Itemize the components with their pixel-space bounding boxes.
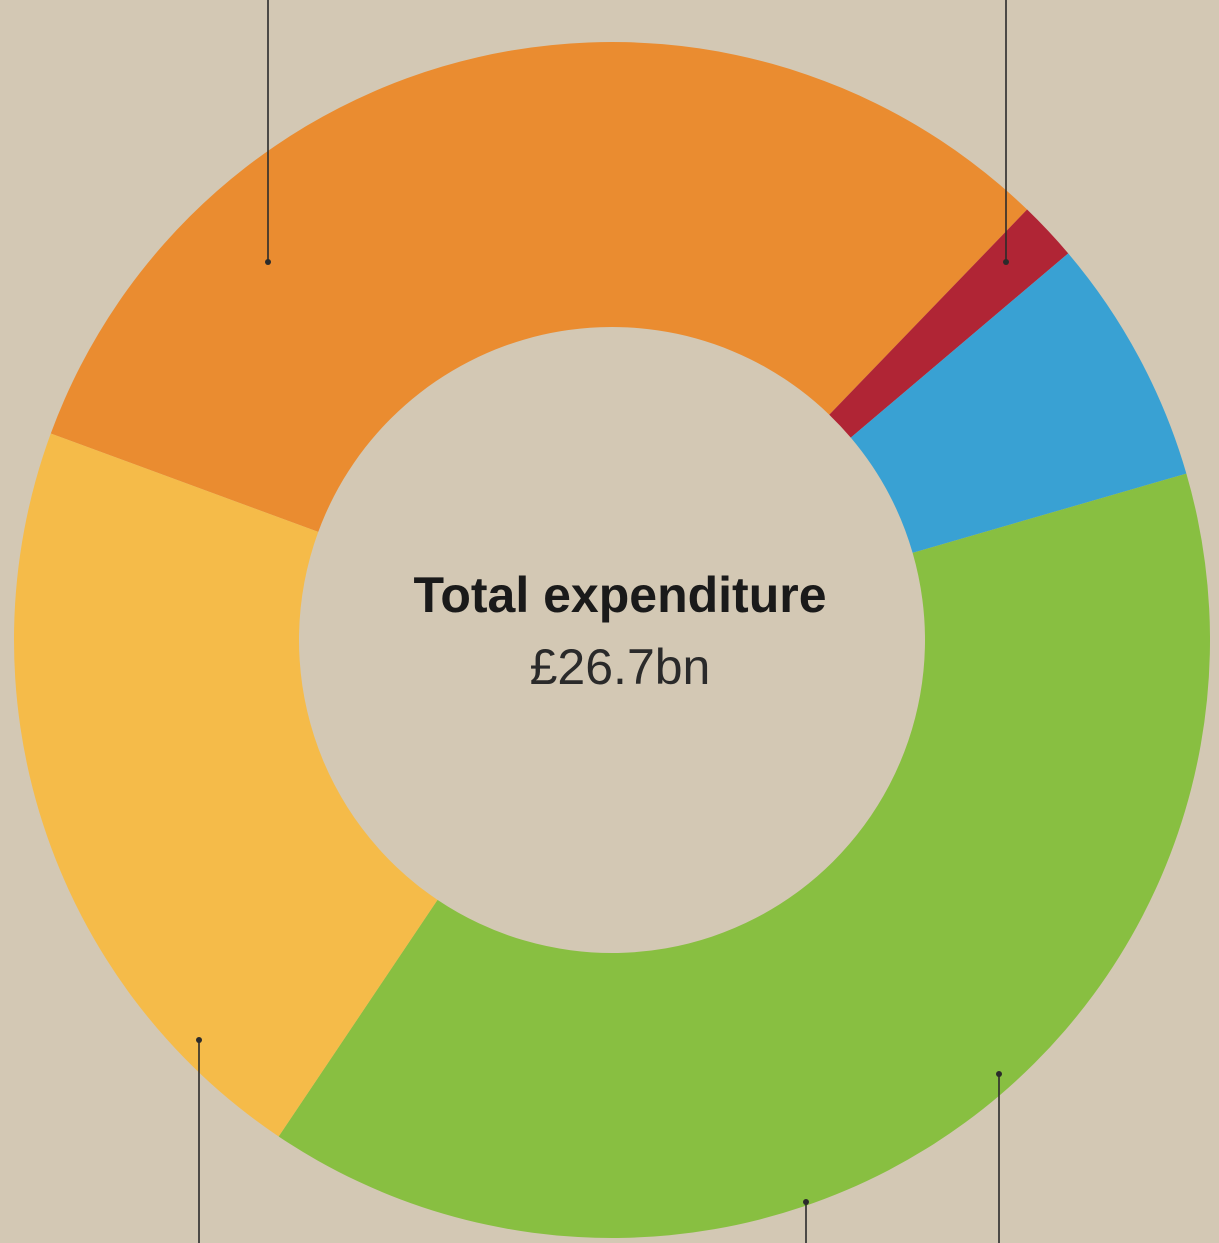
- center-value: £26.7bn: [530, 639, 711, 695]
- slice-3: [278, 473, 1210, 1238]
- center-label: Total expenditure: [413, 567, 826, 623]
- leader-dot-1: [1003, 259, 1009, 265]
- leader-dot-0: [265, 259, 271, 265]
- slice-1: [829, 209, 1069, 438]
- leader-dot-2: [196, 1037, 202, 1043]
- leader-dot-4: [996, 1071, 1002, 1077]
- slice-4: [13, 433, 438, 1137]
- donut-slices: [13, 41, 1210, 1238]
- slice-2: [850, 253, 1187, 553]
- leader-lines: [196, 0, 1009, 1243]
- leader-dot-3: [803, 1199, 809, 1205]
- slice-0: [50, 41, 1028, 532]
